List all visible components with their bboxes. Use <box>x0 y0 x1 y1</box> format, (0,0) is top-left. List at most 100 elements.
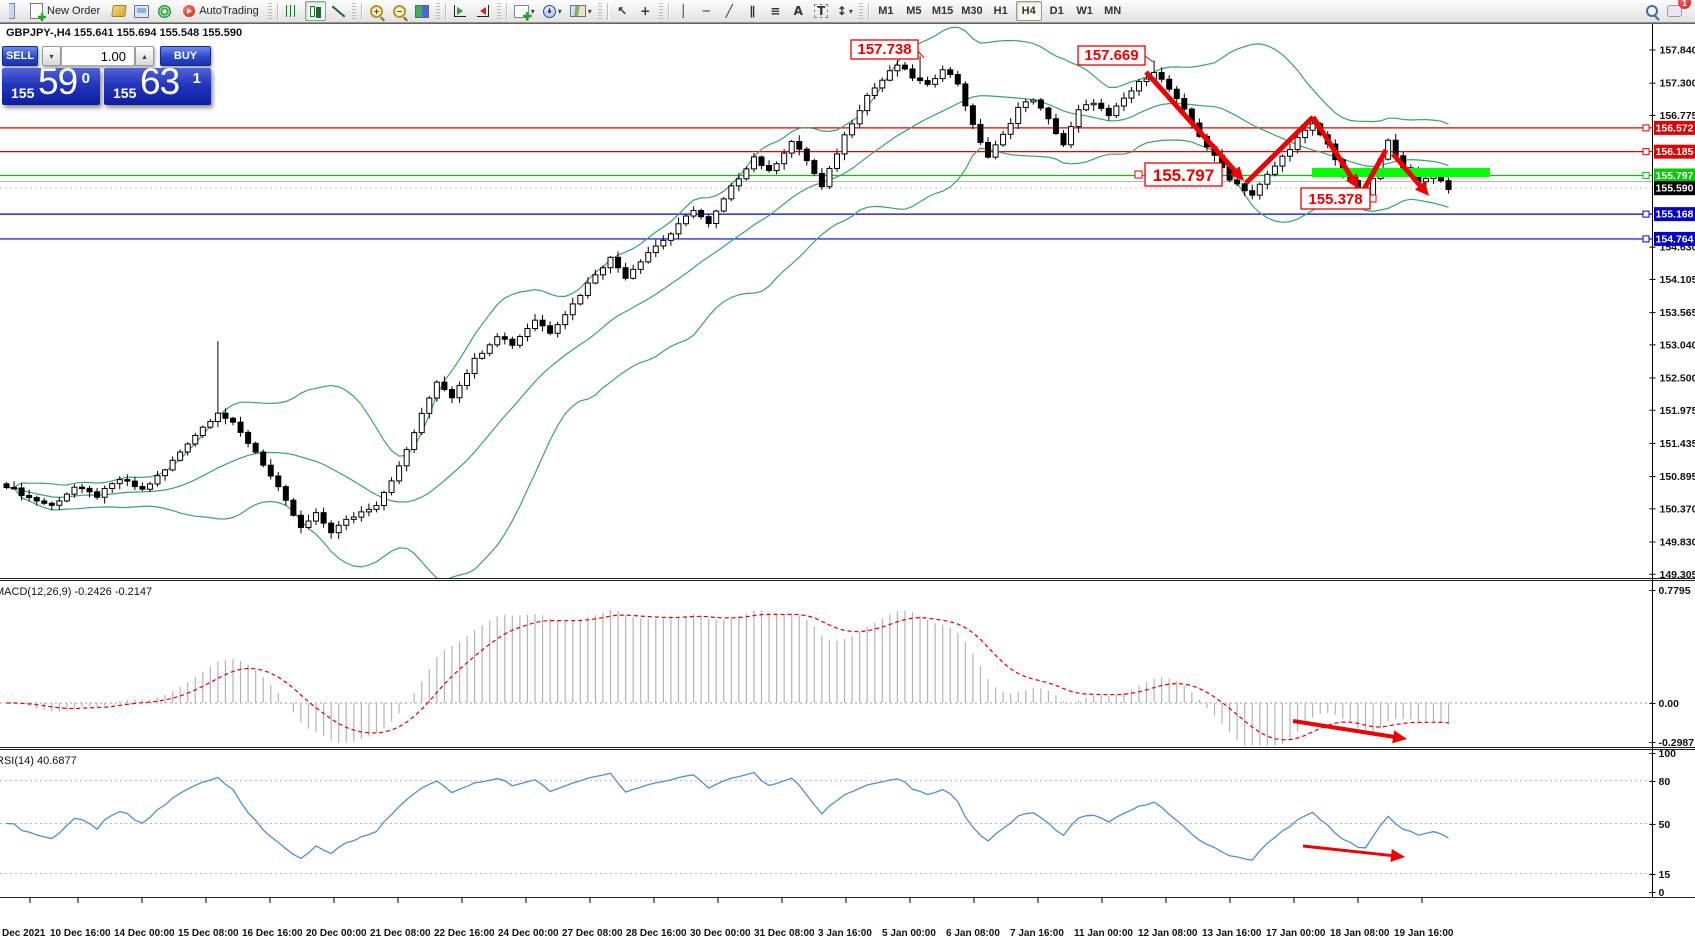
trend-arrow[interactable] <box>1391 152 1424 190</box>
candle-body <box>524 328 531 337</box>
trend-arrow[interactable] <box>1360 148 1389 193</box>
candle-body <box>947 69 954 76</box>
timeframe-m5-button[interactable]: M5 <box>901 1 927 21</box>
price-tag[interactable]: 155.797 <box>1134 162 1223 187</box>
candle-body <box>720 198 727 212</box>
text-button[interactable]: A <box>788 1 809 21</box>
trend-arrow[interactable] <box>1244 115 1315 185</box>
arrow-down-icon: ▾ <box>49 51 54 61</box>
candle-body <box>184 443 191 453</box>
candle-body <box>1181 97 1188 110</box>
volume-decrease-button[interactable]: ▾ <box>42 46 61 66</box>
timeframe-mn-button[interactable]: MN <box>1100 1 1126 21</box>
doc-plus-icon <box>30 3 43 19</box>
equidistant-channel-button[interactable]: ∥ <box>742 1 763 21</box>
volume-input[interactable] <box>61 46 135 66</box>
gold-icon <box>110 5 127 17</box>
rsi-pane <box>0 771 1652 875</box>
price-tag[interactable]: 157.669 <box>1077 45 1154 66</box>
candle-body <box>388 480 395 493</box>
timeframe-m1-button[interactable]: M1 <box>873 1 899 21</box>
hline-handle[interactable] <box>1642 210 1650 218</box>
candle-body <box>1068 126 1075 146</box>
signals-button[interactable] <box>154 1 175 21</box>
candlestick-chart-button[interactable] <box>304 1 326 21</box>
candle-body <box>569 303 576 316</box>
candle-body <box>1143 78 1150 83</box>
trendline-button[interactable]: ╱ <box>719 1 740 21</box>
bid-price-box[interactable]: 155 59 0 <box>2 68 100 105</box>
candles-icon <box>309 5 315 17</box>
hline-handle[interactable] <box>1642 124 1650 132</box>
zoom-out-button[interactable] <box>389 1 410 21</box>
arrows-button[interactable]: ↕ ▾ <box>834 1 856 21</box>
ask-price-box[interactable]: 155 63 1 <box>104 68 211 105</box>
window-sliver[interactable] <box>1 1 22 21</box>
search-button[interactable] <box>1641 1 1662 21</box>
terminal-button[interactable] <box>131 1 152 21</box>
linechart-icon <box>331 5 345 17</box>
highlight-zone[interactable] <box>1312 168 1490 177</box>
text-label-button[interactable]: T <box>811 1 832 21</box>
timeframe-m15-button[interactable]: M15 <box>929 1 956 21</box>
bar-chart-button[interactable] <box>282 1 303 21</box>
trend-arrow[interactable] <box>1144 70 1239 175</box>
price-tag[interactable]: 155.378 <box>1300 187 1377 210</box>
trend-arrow[interactable] <box>1292 719 1397 740</box>
price-tag[interactable]: 157.738 <box>850 39 925 60</box>
notifications-button[interactable]: 1 <box>1664 0 1691 21</box>
indicators-button[interactable]: ▾ <box>511 1 538 21</box>
time-axis-label: 6 Jan 08:00 <box>946 928 1000 939</box>
trend-arrow[interactable] <box>1302 844 1395 858</box>
cursor-button[interactable]: ↖ <box>612 1 633 21</box>
templates-button[interactable]: ▾ <box>567 1 595 21</box>
timeframe-h1-button[interactable]: H1 <box>988 1 1014 21</box>
tile-windows-button[interactable] <box>412 1 433 21</box>
periods-button[interactable]: ▾ <box>540 1 565 21</box>
sell-button[interactable]: SELL <box>2 46 38 66</box>
zoomout-icon <box>392 4 406 18</box>
trend-arrow[interactable] <box>1310 115 1356 182</box>
new-order-button[interactable]: New Order <box>24 1 106 21</box>
fibonacci-button[interactable]: ≡ <box>765 1 786 21</box>
candle-body <box>1309 123 1316 131</box>
volume-increase-button[interactable]: ▴ <box>135 46 154 66</box>
hline-handle[interactable] <box>1642 148 1650 156</box>
autotrading-button[interactable]: AutoTrading <box>177 1 265 21</box>
candle-body <box>818 172 825 188</box>
hline-handle[interactable] <box>1642 235 1650 243</box>
auto-scroll-button[interactable] <box>450 1 471 21</box>
candle-body <box>403 448 410 467</box>
candle-body <box>705 216 712 224</box>
timeframe-m30-button[interactable]: M30 <box>958 1 985 21</box>
candle-body <box>985 141 991 158</box>
time-axis-label: Dec 2021 <box>2 928 46 939</box>
candle-body <box>1113 105 1120 117</box>
candle-body <box>1158 72 1165 80</box>
candle-body <box>343 518 350 526</box>
ask-price-point: 1 <box>192 70 201 87</box>
candle-body <box>992 144 999 158</box>
hline-handle[interactable] <box>1642 171 1650 179</box>
buy-button[interactable]: BUY <box>160 46 211 66</box>
metaeditor-button[interactable] <box>108 1 129 21</box>
chart-shift-button[interactable] <box>473 1 494 21</box>
line-chart-button[interactable] <box>328 1 349 21</box>
timeframe-d1-button[interactable]: D1 <box>1044 1 1070 21</box>
timeframe-w1-button[interactable]: W1 <box>1072 1 1098 21</box>
vertical-line-button[interactable]: │ <box>673 1 694 21</box>
tag-handle[interactable] <box>1134 170 1143 179</box>
candle-body <box>939 69 946 80</box>
candle-body <box>901 64 908 70</box>
tag-text: 157.669 <box>1084 47 1138 64</box>
candle-body <box>41 500 48 504</box>
horizontal-line-button[interactable]: ─ <box>696 1 717 21</box>
candle-body <box>1445 180 1452 190</box>
candle-body <box>1075 109 1082 128</box>
candle-body <box>79 486 85 490</box>
zoom-in-button[interactable] <box>366 1 387 21</box>
crosshair-button[interactable]: + <box>635 1 656 21</box>
timeframe-h4-button[interactable]: H4 <box>1015 1 1042 21</box>
